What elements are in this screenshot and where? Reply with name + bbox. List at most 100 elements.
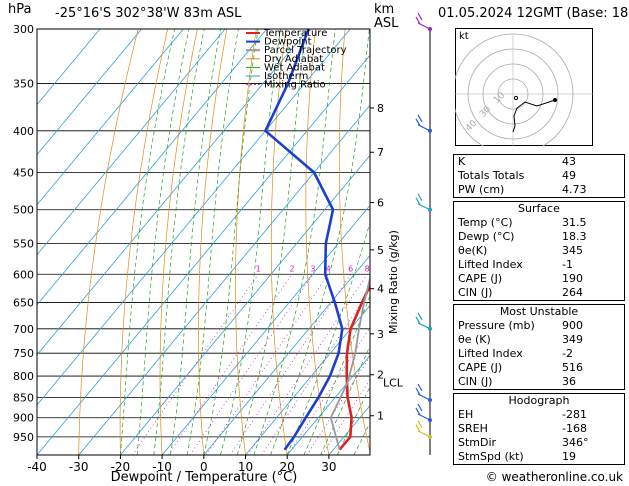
index-value: 49	[562, 169, 576, 182]
mu-label: Pressure (mb)	[458, 319, 535, 332]
isotherm-line	[120, 154, 370, 455]
mixing-ratio-label: 2	[289, 264, 294, 273]
legend-label: Dry Adiabat	[264, 54, 323, 65]
wind-barb	[415, 420, 431, 438]
mixing-ratio-label: 15	[400, 264, 410, 273]
mixing-ratio-label: 8	[365, 264, 370, 273]
mixing-ratio-label: 4	[326, 264, 331, 273]
hodo-label: SREH	[458, 422, 488, 435]
x-tick-label: -40	[27, 460, 47, 474]
most-unstable-title: Most Unstable	[499, 305, 579, 318]
surface-label: CIN (J)	[458, 286, 493, 299]
legend-label: Mixing Ratio	[264, 80, 326, 91]
x-tick-label: -30	[69, 460, 89, 474]
indices-table: K 43 Totals Totals 49 PW (cm) 4.73	[453, 154, 625, 198]
surface-value: 18.3	[562, 230, 587, 243]
pressure-tick-label: 650	[13, 297, 34, 310]
pressure-tick-label: 300	[13, 23, 34, 36]
wet-adiabat-line	[120, 29, 176, 455]
x-tick-label: -10	[152, 460, 172, 474]
pressure-tick-label: 500	[13, 204, 34, 217]
mixing-ratio-line	[321, 378, 370, 455]
mu-label: CAPE (J)	[458, 361, 503, 374]
pressure-tick-label: 850	[13, 391, 34, 404]
wet-adiabat-line	[253, 29, 336, 455]
parcel-trajectory-line	[329, 274, 370, 450]
legend-label: Isotherm	[264, 71, 308, 82]
dry-adiabat-line	[235, 29, 257, 455]
km-tick-label: 6	[377, 197, 384, 210]
isotherm-line	[78, 104, 370, 455]
pressure-tick-label: 450	[13, 166, 34, 179]
index-label: PW (cm)	[458, 183, 505, 196]
dry-adiabat-line	[198, 29, 228, 455]
mixing-ratio-label: 20	[418, 264, 428, 273]
mixing-ratio-label: Mixing Ratio (g/kg)	[387, 230, 400, 334]
mu-value: 36	[562, 375, 576, 388]
x-tick-label: 20	[280, 460, 295, 474]
km-tick-label: 5	[377, 244, 384, 257]
dry-adiabat-line	[119, 29, 169, 455]
mixing-ratio-line	[229, 274, 352, 455]
pressure-tick-label: 400	[13, 125, 34, 138]
wet-adiabat-line	[186, 29, 239, 455]
mu-label: Lifted Index	[458, 347, 523, 360]
isotherm-line	[37, 29, 184, 206]
wind-barb	[415, 193, 431, 211]
hodo-value: 19	[562, 450, 576, 463]
hodograph-table: Hodograph EH -281 SREH -168 StmDir 346° Stm…	[453, 393, 625, 465]
x-tick-label: 30	[321, 460, 336, 474]
pressure-tick-label: 550	[13, 237, 34, 250]
wind-barb	[415, 312, 431, 330]
wet-adiabat-line	[153, 29, 205, 455]
storm-motion-marker	[513, 95, 519, 101]
plot-frame	[36, 28, 371, 456]
isotherm-line	[245, 304, 370, 455]
credit-text: © weatheronline.co.uk	[485, 470, 623, 484]
temperature-line	[338, 282, 370, 451]
isotherm-line	[37, 29, 101, 106]
hodo-label: StmSpd (kt)	[458, 450, 524, 463]
wet-adiabat-line	[286, 221, 370, 455]
surface-value: 190	[562, 272, 583, 285]
pressure-tick-label: 700	[13, 323, 34, 336]
surface-value: 264	[562, 286, 583, 299]
index-value: 4.73	[562, 183, 587, 196]
hodograph: kt 40 30 10	[455, 28, 593, 146]
mu-label: CIN (J)	[458, 375, 493, 388]
pressure-tick-label: 350	[13, 78, 34, 91]
mu-label: θe (K)	[458, 333, 491, 346]
km-tick-label: 3	[377, 328, 384, 341]
lcl-label: LCL	[383, 377, 404, 390]
wet-adiabat-line	[170, 29, 221, 455]
x-axis-label: Dewpoint / Temperature (°C)	[111, 470, 298, 485]
km-label: km	[374, 2, 395, 17]
km-tick-label: 7	[377, 146, 384, 159]
mixing-ratio-label: 10	[375, 264, 385, 273]
wet-adiabat-line	[270, 29, 370, 455]
surface-label: Lifted Index	[458, 258, 523, 271]
isotherm-line	[37, 29, 142, 156]
mixing-ratio-line	[132, 274, 259, 455]
mu-value: 516	[562, 361, 583, 374]
wind-barb	[415, 383, 431, 401]
legend-label: Parcel Trajectory	[264, 45, 347, 56]
wind-barb	[415, 12, 431, 30]
dry-adiabat-line	[159, 29, 198, 455]
km-tick-label: 2	[377, 369, 384, 382]
wind-barb	[415, 114, 431, 132]
hodograph-title: Hodograph	[508, 394, 570, 407]
surface-table: Surface Temp (°C) 31.5 Dewp (°C) 18.3 θe(K…	[453, 201, 625, 301]
x-tick-label: -20	[111, 460, 131, 474]
index-value: 43	[562, 155, 576, 168]
pressure-tick-label: 600	[13, 268, 34, 281]
wind-barb	[415, 403, 431, 421]
dry-adiabat-line	[305, 29, 330, 455]
surface-label: Dewp (°C)	[458, 230, 515, 243]
wet-adiabat-line	[136, 29, 190, 455]
legend-label: Wet Adiabat	[264, 62, 325, 73]
index-label: K	[458, 155, 466, 168]
mixing-ratio-line	[247, 274, 368, 455]
hodograph-kt-label: kt	[459, 31, 469, 42]
hodograph-trace	[512, 99, 556, 133]
